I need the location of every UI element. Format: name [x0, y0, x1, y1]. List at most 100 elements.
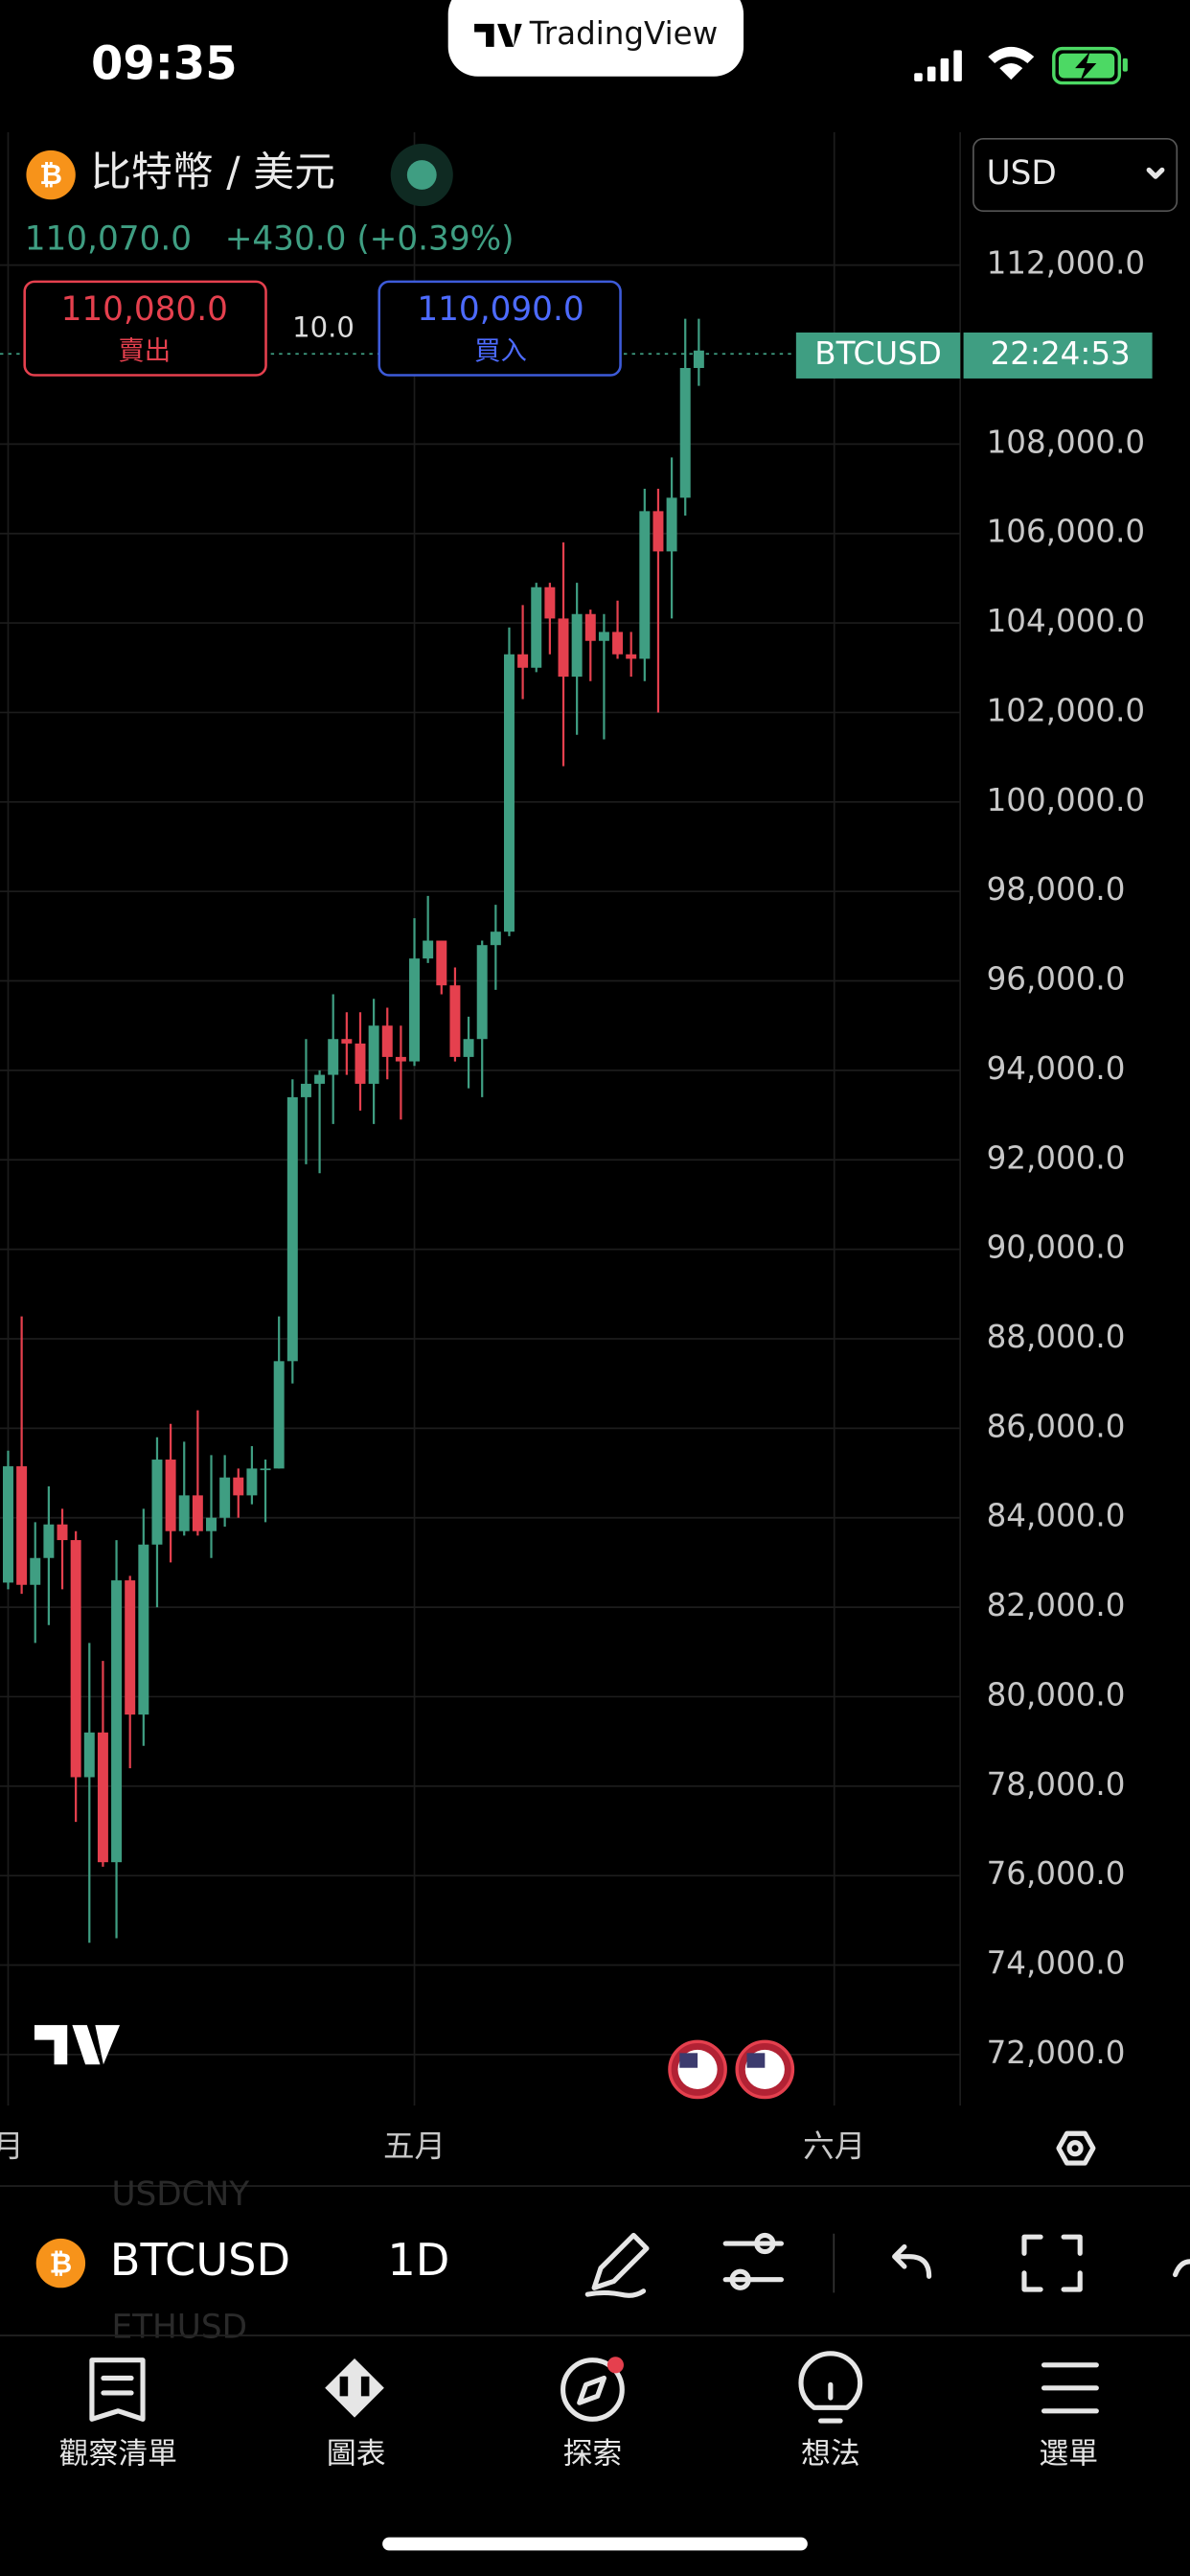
chevron: [1146, 167, 1165, 179]
interval[interactable]: 1D: [387, 2234, 449, 2286]
status-icons: [914, 46, 1128, 85]
undo-icon[interactable]: [892, 2243, 932, 2279]
tab-label[interactable]: 觀察清單: [59, 2437, 177, 2472]
candle-body: [300, 1083, 311, 1097]
candle-body: [436, 940, 447, 986]
candle-body: [57, 1524, 68, 1541]
candle-body: [233, 1477, 244, 1496]
candle-body: [490, 932, 501, 946]
brand-logo: [474, 23, 522, 47]
btc-icon-glyph: ₿: [50, 2246, 73, 2279]
candle-body: [381, 1025, 393, 1057]
candle-body: [449, 985, 461, 1057]
buy-label: 買入: [474, 336, 527, 366]
tab-icon[interactable]: [798, 2351, 863, 2424]
sell-button[interactable]: [23, 280, 267, 377]
candle-body: [584, 613, 596, 641]
candle-body: [571, 613, 583, 678]
buy-button[interactable]: [378, 280, 622, 377]
btc-icon: [35, 2238, 86, 2288]
candle-body: [260, 1468, 271, 1471]
ghost-symbol: ETHUSD: [111, 2309, 246, 2347]
candle-body: [219, 1477, 231, 1518]
sell-label: 賣出: [118, 336, 171, 366]
x-tick-label: 月: [0, 2128, 24, 2165]
candle-body: [43, 1524, 55, 1558]
toolbar-symbol[interactable]: BTCUSD: [110, 2234, 290, 2286]
y-tick-label: 88,000.0: [987, 1319, 1126, 1355]
more-icon[interactable]: [1173, 2259, 1190, 2278]
y-tick-label: 90,000.0: [987, 1230, 1126, 1266]
tab-label[interactable]: 想法: [801, 2437, 860, 2472]
candle-body: [639, 511, 651, 659]
candle-body: [328, 1039, 339, 1075]
settings-icon[interactable]: [1056, 2130, 1096, 2166]
candle-body: [626, 654, 637, 659]
y-tick-label: 84,000.0: [987, 1498, 1126, 1534]
badge: [606, 2357, 624, 2374]
candle-body: [178, 1495, 190, 1531]
btc-icon-glyph: ₿: [39, 158, 62, 191]
fullscreen-icon[interactable]: [1021, 2234, 1083, 2292]
tab-icon[interactable]: [561, 2358, 625, 2422]
price-change: +430.0 (+0.39%): [225, 220, 515, 259]
home-indicator: [382, 2537, 808, 2551]
candle-body: [503, 654, 515, 932]
candle-body: [97, 1732, 108, 1863]
y-tick-label: 86,000.0: [987, 1408, 1126, 1444]
candle-body: [531, 586, 542, 668]
x-tick-label: 五月: [383, 2128, 446, 2165]
y-tick-label: 102,000.0: [987, 692, 1146, 728]
ghost-symbol: USDCNY: [111, 2175, 249, 2214]
last-price: 110,070.0: [25, 220, 192, 259]
grid: [0, 131, 962, 2106]
candle-body: [314, 1074, 326, 1084]
candle-body: [463, 1039, 474, 1057]
candle-body: [192, 1495, 203, 1531]
y-tick-label: 100,000.0: [987, 782, 1146, 818]
y-tick-label: 78,000.0: [987, 1766, 1126, 1803]
candle-body: [165, 1460, 176, 1531]
candle-body: [83, 1732, 95, 1778]
candle-body: [544, 586, 556, 619]
y-tick-label: 82,000.0: [987, 1587, 1126, 1623]
event-icons: [668, 2039, 795, 2100]
tab-icon[interactable]: [89, 2358, 146, 2422]
candle-body: [2, 1466, 13, 1583]
tab-label[interactable]: 選單: [1039, 2437, 1098, 2472]
time: 09:35: [91, 36, 238, 90]
candle-body: [612, 632, 624, 655]
y-tick-label: 94,000.0: [987, 1050, 1126, 1087]
y-tick-label: 106,000.0: [987, 514, 1146, 550]
brand: TradingView: [529, 15, 719, 52]
candle-body: [558, 618, 569, 678]
candle-body: [368, 1025, 379, 1084]
candle-body: [151, 1460, 163, 1545]
tab-icon[interactable]: [325, 2358, 384, 2418]
currency-select[interactable]: [973, 137, 1179, 213]
candle-body: [423, 940, 434, 959]
y-tick-label: 98,000.0: [987, 871, 1126, 908]
y-tick-label: 74,000.0: [987, 1945, 1126, 1982]
candle-body: [409, 958, 421, 1062]
tab-label[interactable]: 圖表: [327, 2437, 386, 2472]
btc-icon: [26, 150, 76, 200]
sell-price: 110,080.0: [61, 290, 228, 329]
draw-icon[interactable]: [584, 2232, 650, 2298]
candle-body: [286, 1096, 298, 1362]
candle-body: [138, 1544, 149, 1715]
tv-watermark: [34, 2025, 121, 2065]
candle-body: [125, 1580, 136, 1715]
candle-body: [666, 497, 677, 552]
brand-pill: [447, 0, 744, 77]
y-tick-label: 92,000.0: [987, 1139, 1126, 1176]
x-tick-label: 六月: [803, 2128, 865, 2165]
tab-label[interactable]: 探索: [563, 2437, 623, 2472]
candle-body: [679, 367, 691, 498]
symbol-name: 比特幣 / 美元: [90, 149, 335, 196]
y-tick-label: 108,000.0: [987, 424, 1146, 460]
tab-icon[interactable]: [1041, 2362, 1099, 2414]
candles: [2, 318, 704, 1944]
spread: 10.0: [292, 311, 355, 344]
